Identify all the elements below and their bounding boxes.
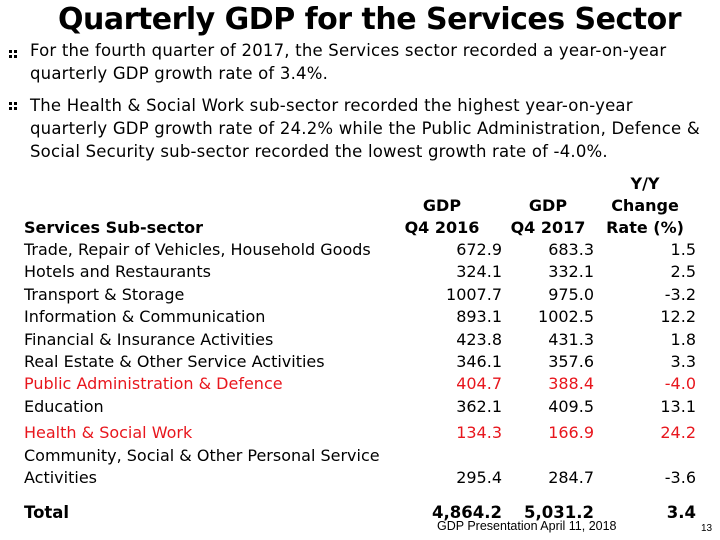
gdp-q4-2017-cell: 284.7 [548, 468, 594, 488]
table-header-row: Services Sub-sector GDP Q4 2016 GDP Q4 2… [24, 173, 696, 239]
gdp-q4-2016-cell: 295.4 [456, 468, 502, 488]
change-rate-cell: 3.3 [670, 352, 696, 372]
sector-cell: Financial & Insurance Activities [24, 329, 274, 349]
sector-cell: Transport & Storage [24, 284, 185, 304]
change-rate-cell: -4.0 [664, 374, 696, 394]
sector-cell: Trade, Repair of Vehicles, Household Goo… [24, 240, 371, 259]
change-rate-cell: 12.2 [660, 307, 696, 327]
header-change-line1: Y/Y Change [611, 174, 679, 215]
bullet-icon [9, 50, 17, 58]
change-rate-cell: -3.2 [664, 284, 696, 304]
total-change-rate: 3.4 [666, 503, 696, 523]
total-q4-2017: 5,031.2 [524, 503, 594, 523]
slide-footer: GDP Presentation April 11, 2018 [437, 519, 617, 533]
gdp-q4-2016-cell: 423.8 [456, 329, 502, 349]
total-label: Total [24, 503, 70, 523]
slide-title: Quarterly GDP for the Services Sector [58, 2, 682, 37]
table-row-trade: Trade, Repair of Vehicles, Household Goo… [24, 239, 696, 261]
table-row-community: Community, Social & Other Personal Servi… [24, 445, 696, 490]
gdp-q4-2016-cell: 362.1 [456, 396, 502, 416]
gdp-q4-2016-cell: 893.1 [456, 307, 502, 327]
sector-cell: Real Estate & Other Service Activities [24, 352, 325, 372]
gdp-q4-2017-cell: 166.9 [548, 423, 594, 443]
table-row-hotels: Hotels and Restaurants 324.1 332.1 2.5 [24, 261, 696, 283]
table-row-public-administration: Public Administration & Defence 404.7 38… [24, 373, 696, 395]
gdp-q4-2016-cell: 324.1 [456, 262, 502, 282]
sector-cell: Public Administration & Defence [24, 374, 283, 394]
header-q4-2016-line2: Q4 2016 [404, 218, 480, 237]
sector-cell: Information & Communication [24, 307, 266, 327]
header-q4-2016-line1: GDP [422, 196, 462, 215]
gdp-q4-2016-cell: 1007.7 [446, 284, 502, 304]
header-sector: Services Sub-sector [24, 218, 204, 237]
change-rate-cell: 24.2 [660, 423, 696, 443]
bullet-services-growth: For the fourth quarter of 2017, the Serv… [30, 41, 667, 83]
gdp-q4-2017-cell: 409.5 [548, 396, 594, 416]
table-row-real-estate: Real Estate & Other Service Activities 3… [24, 351, 696, 373]
gdp-q4-2017-cell: 431.3 [548, 329, 594, 349]
gdp-q4-2017-cell: 388.4 [548, 374, 594, 394]
change-rate-cell: 1.8 [670, 329, 696, 349]
table-row-total: Total 4,864.2 5,031.2 3.4 [24, 489, 696, 522]
gdp-q4-2017-cell: 357.6 [548, 352, 594, 372]
header-q4-2017: GDP Q4 2017 [502, 173, 594, 239]
sector-cell: Hotels and Restaurants [24, 262, 211, 282]
bullet-subsector-extremes: The Health & Social Work sub-sector reco… [30, 96, 700, 161]
change-rate-cell: 1.5 [670, 240, 696, 259]
page-number: 13 [701, 523, 713, 534]
header-q4-2017-line2: Q4 2017 [510, 218, 586, 237]
gdp-q4-2016-cell: 404.7 [456, 374, 502, 394]
gdp-q4-2016-cell: 346.1 [456, 352, 502, 372]
header-q4-2017-line1: GDP [528, 196, 568, 215]
table-row-education: Education 362.1 409.5 13.1 [24, 396, 696, 418]
total-q4-2016: 4,864.2 [432, 503, 502, 523]
header-change-rate: Y/Y Change Rate (%) [594, 173, 696, 239]
gdp-q4-2016-cell: 134.3 [456, 423, 502, 443]
change-rate-cell: 2.5 [670, 262, 696, 282]
bullet-icon [9, 102, 17, 110]
services-gdp-table: Services Sub-sector GDP Q4 2016 GDP Q4 2… [24, 173, 696, 522]
sector-cell: Education [24, 396, 104, 416]
table-row-financial: Financial & Insurance Activities 423.8 4… [24, 329, 696, 351]
change-rate-cell: -3.6 [664, 468, 696, 488]
sector-cell: Health & Social Work [24, 423, 193, 443]
sector-cell: Community, Social & Other Personal Servi… [24, 445, 380, 488]
header-q4-2016: GDP Q4 2016 [382, 173, 502, 239]
change-rate-cell: 13.1 [660, 396, 696, 416]
gdp-q4-2017-cell: 332.1 [548, 262, 594, 282]
table-row-transport: Transport & Storage 1007.7 975.0 -3.2 [24, 284, 696, 306]
header-change-line2: Rate (%) [606, 218, 684, 237]
table-row-health: Health & Social Work 134.3 166.9 24.2 [24, 418, 696, 444]
table-row-information: Information & Communication 893.1 1002.5… [24, 306, 696, 328]
gdp-q4-2017-cell: 1002.5 [538, 307, 594, 327]
gdp-q4-2017-cell: 683.3 [548, 240, 594, 259]
gdp-q4-2016-cell: 672.9 [456, 240, 502, 259]
gdp-q4-2017-cell: 975.0 [548, 284, 594, 304]
